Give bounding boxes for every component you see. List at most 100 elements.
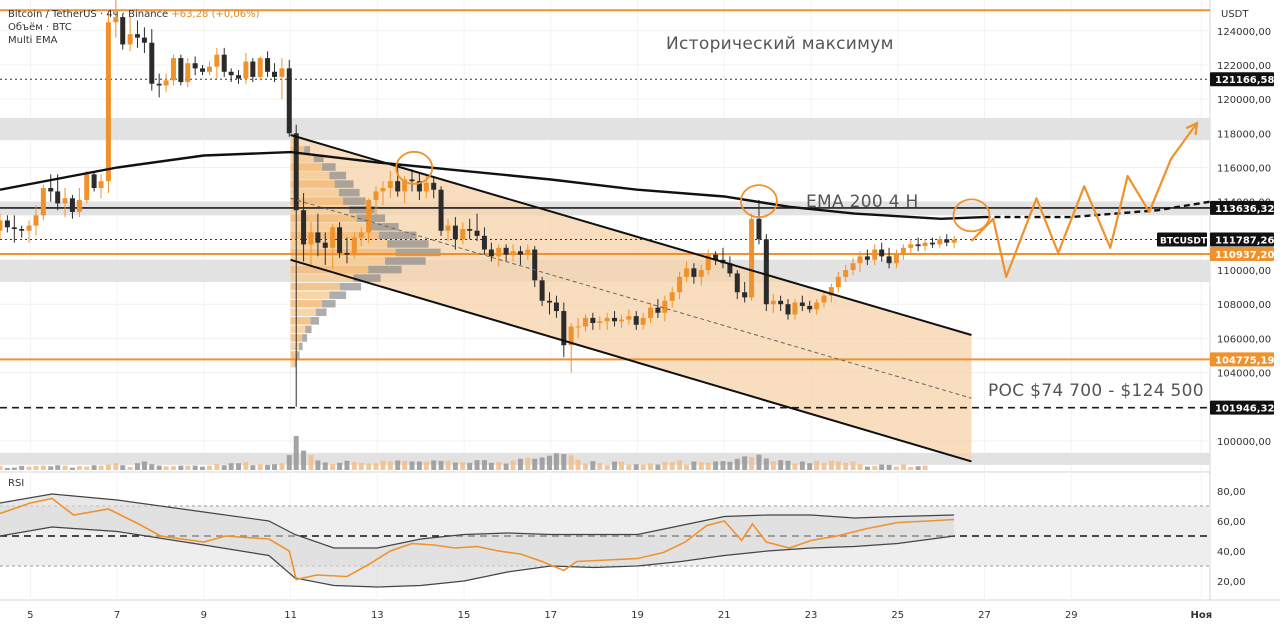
candle-body <box>366 199 372 233</box>
candle-body <box>857 256 863 264</box>
candle-body <box>308 232 314 245</box>
volume-profile-bar-sell <box>387 240 429 248</box>
volume-bar <box>496 462 502 470</box>
volume-bar <box>922 465 928 470</box>
candle-body <box>612 317 618 322</box>
candle-body <box>496 247 502 257</box>
descending-channel-fill <box>290 135 972 462</box>
candle-body <box>879 249 885 257</box>
candle-body <box>4 220 10 228</box>
volume-profile-bar-sell <box>305 325 312 334</box>
candle-body <box>893 254 899 264</box>
candle-body <box>792 302 798 315</box>
candle-body <box>206 66 212 72</box>
volume-profile-bar-sell <box>349 205 375 214</box>
volume-indicator-label[interactable]: Объём · BTC <box>8 22 72 33</box>
candle-body <box>575 326 581 328</box>
price-tick-label: 106000,00 <box>1217 334 1271 345</box>
symbol-tag-text: BTCUSDT <box>1160 236 1208 246</box>
volume-bar <box>337 462 343 470</box>
volume-bar <box>127 466 133 470</box>
candle-body <box>922 242 928 247</box>
price-tick-label: 108000,00 <box>1217 300 1271 311</box>
volume-bar <box>474 460 480 470</box>
symbol-label[interactable]: Bitcoin / TetherUS · 4ч · Binance <box>8 9 169 20</box>
candle-body <box>351 237 357 255</box>
volume-bar <box>445 460 451 470</box>
volume-profile-bar <box>290 197 344 205</box>
time-tick-label: 29 <box>1065 610 1078 621</box>
candle-body <box>525 249 531 255</box>
volume-bar <box>33 465 39 470</box>
price-axis-background <box>1210 0 1280 631</box>
volume-bar <box>908 466 914 470</box>
volume-bar <box>170 466 176 470</box>
volume-bar <box>792 463 798 470</box>
highlight-circle <box>395 150 434 185</box>
candle-body <box>553 302 559 312</box>
candle-body <box>951 239 957 243</box>
volume-profile-bar <box>290 317 311 325</box>
volume-bar <box>293 436 299 470</box>
volume-bar <box>698 462 704 470</box>
price-tick-label: 124000,00 <box>1217 27 1271 38</box>
volume-bar <box>770 461 776 470</box>
candle-body <box>843 270 849 277</box>
candle-body <box>807 305 813 310</box>
volume-bar <box>55 465 61 470</box>
volume-bar <box>62 465 68 470</box>
candle-body <box>742 292 748 298</box>
volume-profile-bar <box>290 205 350 214</box>
volume-bar <box>814 460 820 470</box>
candle-body <box>669 292 675 301</box>
volume-bar <box>720 461 726 470</box>
volume-profile-bar <box>290 248 396 257</box>
volume-bar <box>286 455 292 470</box>
volume-bar <box>604 464 610 470</box>
volume-bar <box>807 463 813 470</box>
candle-body <box>445 225 451 231</box>
candle-body <box>113 17 119 23</box>
change-label: +63,28 (+0,06%) <box>171 9 260 20</box>
volume-profile-bar <box>290 154 314 163</box>
volume-bar <box>236 463 242 470</box>
candle-body <box>149 42 155 84</box>
volume-bar <box>481 460 487 470</box>
volume-bar <box>40 465 46 470</box>
volume-bar <box>395 460 401 470</box>
volume-bar <box>626 464 632 470</box>
volume-bar <box>243 462 249 470</box>
price-label-text: 104775,19 <box>1215 355 1275 366</box>
volume-bar <box>4 467 10 470</box>
support-resistance-zone <box>0 452 1210 465</box>
rsi-tick-label: 40,00 <box>1217 547 1246 558</box>
candle-body <box>684 268 690 277</box>
volume-bar <box>228 463 234 470</box>
candle-body <box>76 199 82 212</box>
volume-bar <box>532 458 538 470</box>
volume-profile-bar-sell <box>385 257 426 265</box>
time-tick-label: 7 <box>114 610 120 621</box>
volume-bar <box>84 466 90 470</box>
candle-body <box>770 300 776 305</box>
ema200-projection-line <box>984 200 1211 219</box>
volume-bar <box>467 462 473 470</box>
candle-body <box>315 232 321 243</box>
volume-bar <box>48 466 54 470</box>
volume-profile-bar <box>290 291 330 299</box>
candle-body <box>662 300 668 313</box>
candle-body <box>749 218 755 298</box>
candle-body <box>546 300 552 303</box>
ema-indicator-label[interactable]: Multi EMA <box>8 35 58 46</box>
rsi-label[interactable]: RSI <box>8 478 25 489</box>
volume-bar <box>185 465 191 470</box>
currency-label[interactable]: USDT <box>1221 9 1249 20</box>
price-tick-label: 118000,00 <box>1217 129 1271 140</box>
volume-bar <box>727 461 733 470</box>
volume-profile-bar-sell <box>334 180 354 188</box>
volume-bar <box>864 466 870 470</box>
candle-body <box>799 302 805 306</box>
candle-body <box>279 68 285 77</box>
candle-body <box>467 229 473 231</box>
